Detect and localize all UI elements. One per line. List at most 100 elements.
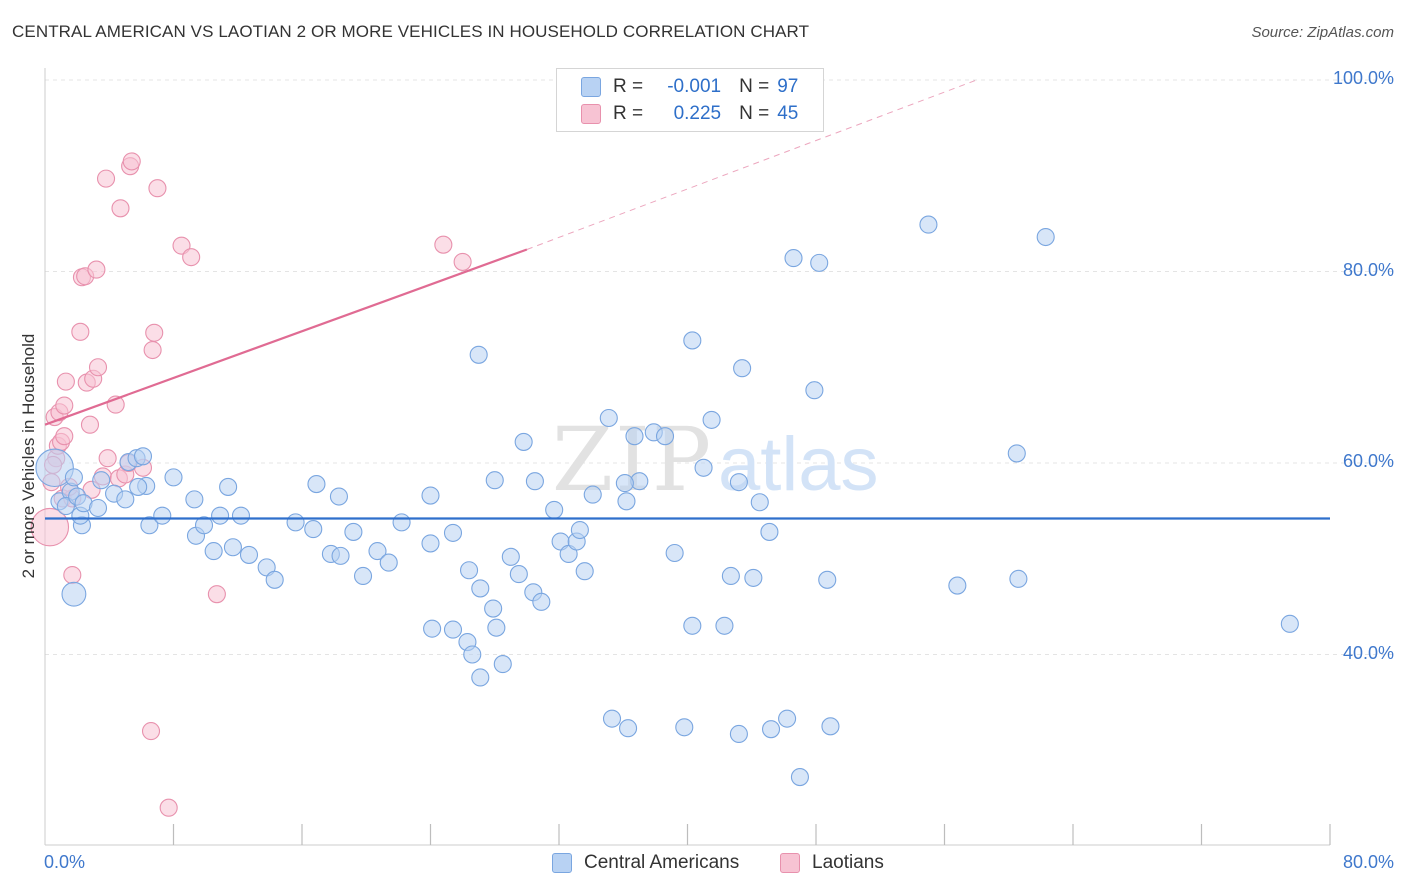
central-american-point: [211, 506, 230, 525]
central-american-point: [602, 709, 622, 728]
y-tick-label: 60.0%: [1342, 451, 1394, 471]
r-value: 0.225: [673, 103, 722, 124]
central-american-point: [353, 566, 373, 586]
central-american-point: [1009, 569, 1028, 588]
y-axis-label: 2 or more Vehicles in Household: [19, 333, 38, 579]
central-american-point: [116, 490, 135, 509]
central-american-point: [219, 477, 238, 496]
central-american-point: [471, 668, 490, 687]
central-american-point: [655, 427, 675, 446]
n-label: N =: [739, 103, 770, 124]
central-american-point: [675, 718, 694, 737]
central-american-point: [702, 410, 721, 429]
laotian-point: [143, 340, 162, 360]
central-american-point: [599, 408, 618, 428]
central-american-point: [1036, 227, 1055, 247]
r-label: R =: [613, 103, 644, 124]
laotian-point: [87, 260, 106, 279]
central-american-point: [304, 520, 323, 539]
central-american-point: [625, 427, 644, 446]
central-american-point: [307, 475, 326, 494]
central-american-point: [619, 719, 638, 738]
watermark-atlas: atlas: [718, 422, 879, 507]
central-american-point: [286, 513, 305, 532]
chart-title: CENTRAL AMERICAN VS LAOTIAN 2 OR MORE VE…: [12, 22, 810, 41]
laotian-point: [148, 179, 167, 198]
central-american-point: [919, 215, 938, 234]
laotian-point: [207, 585, 226, 604]
laotian-point: [434, 235, 453, 254]
central-american-point: [665, 543, 684, 563]
central-american-point: [501, 547, 520, 566]
central-american-point: [88, 498, 108, 518]
laotian-point: [56, 372, 75, 391]
central-american-point: [570, 520, 589, 540]
central-american-point: [733, 359, 752, 378]
central-american-point: [484, 599, 503, 618]
central-american-point: [133, 447, 153, 466]
central-american-point: [329, 487, 348, 506]
legend-item-central-americans[interactable]: Central Americans: [552, 852, 739, 874]
central-american-point: [729, 724, 748, 744]
stats-legend: R = -0.001 N = 97 R = 0.225 N = 45: [556, 68, 824, 132]
central-american-point: [265, 570, 284, 589]
central-american-point: [204, 542, 223, 561]
laotian-point: [55, 427, 74, 446]
central-american-point: [721, 566, 740, 586]
central-american-point: [61, 581, 87, 607]
central-american-point: [421, 534, 440, 553]
central-american-point: [231, 506, 251, 525]
central-american-point: [694, 458, 713, 477]
pink-swatch: [581, 104, 601, 124]
laotians-trend-extension: [526, 79, 977, 250]
central-american-point: [379, 553, 398, 572]
central-american-point: [239, 545, 259, 564]
n-value: 45: [777, 103, 799, 124]
central-american-point: [392, 513, 411, 532]
central-american-point: [194, 516, 214, 535]
central-american-point: [514, 432, 533, 451]
laotian-point: [145, 323, 164, 342]
central-american-point: [35, 448, 74, 488]
central-american-point: [92, 471, 111, 490]
central-american-point: [344, 522, 363, 541]
laotian-point: [63, 565, 82, 585]
central-american-point: [744, 568, 763, 587]
blue-swatch: [581, 77, 601, 97]
legend-row-laotians: R = 0.225 N = 45: [581, 102, 798, 126]
central-american-point: [223, 538, 242, 557]
central-american-point: [715, 616, 734, 635]
laotian-point: [159, 798, 178, 817]
laotian-point: [141, 722, 161, 741]
central-american-point: [784, 249, 803, 268]
laotian-point: [80, 415, 100, 434]
laotian-point: [88, 358, 108, 377]
trend-lines: [44, 79, 1330, 520]
central-american-point: [545, 500, 564, 519]
central-american-point: [493, 655, 512, 674]
central-american-point: [525, 472, 544, 491]
blue-swatch: [552, 853, 572, 873]
watermark: ZIP atlas: [552, 408, 879, 511]
r-value: -0.001: [667, 76, 722, 97]
central-american-point: [761, 720, 781, 739]
central-american-point: [185, 490, 204, 509]
central-american-point: [778, 709, 797, 728]
central-american-point: [532, 592, 551, 611]
central-american-point: [805, 381, 824, 400]
x-tick-max: 80.0%: [1342, 852, 1394, 872]
central-american-point: [164, 468, 183, 487]
central-american-point: [64, 468, 83, 487]
legend-item-laotians[interactable]: Laotians: [780, 852, 884, 874]
laotian-point: [96, 169, 116, 188]
central-american-point: [487, 618, 506, 637]
laotian-point: [453, 252, 472, 271]
central-american-point: [760, 522, 779, 541]
laotian-point: [71, 322, 90, 341]
legend-label: Laotians: [812, 852, 884, 873]
central-american-point: [471, 579, 490, 598]
central-american-point: [1280, 614, 1299, 633]
central-american-point: [423, 619, 442, 638]
central-american-point: [615, 474, 634, 493]
